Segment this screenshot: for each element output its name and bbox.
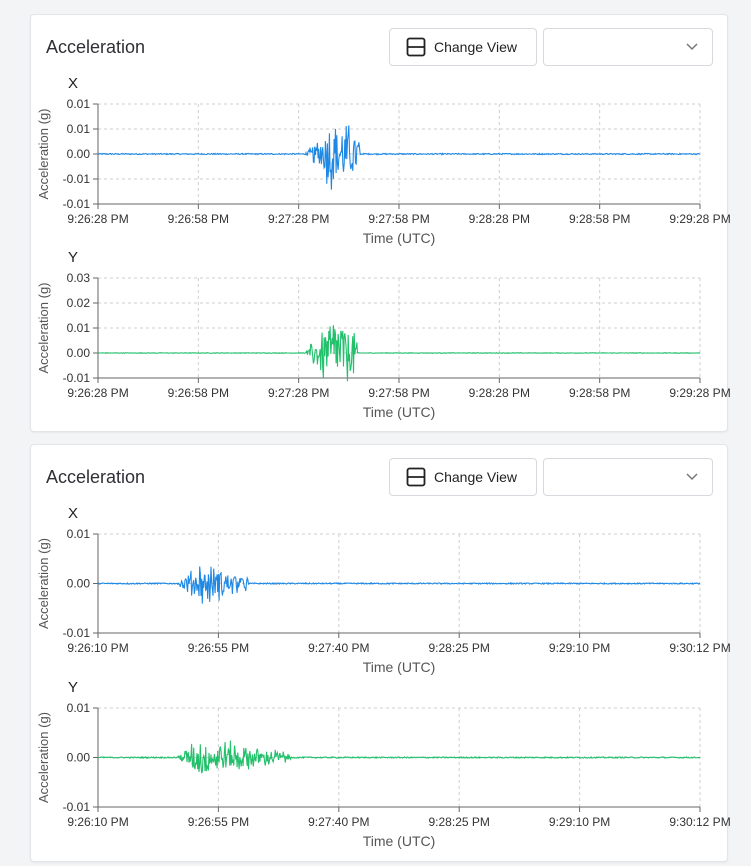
x-tick-label: 9:28:28 PM	[469, 212, 530, 226]
x-tick-label: 9:29:28 PM	[669, 386, 730, 400]
device-select[interactable]	[543, 458, 713, 496]
x-tick-label: 9:28:58 PM	[569, 212, 630, 226]
x-tick-label: 9:26:55 PM	[188, 815, 249, 829]
x-tick-label: 9:27:40 PM	[308, 815, 369, 829]
split-view-icon	[406, 467, 426, 487]
y-tick-label: 0.00	[67, 577, 91, 591]
x-tick-label: 9:26:28 PM	[67, 386, 128, 400]
y-axis-title: Acceleration (g)	[36, 712, 51, 803]
y-tick-label: 0.01	[67, 527, 91, 541]
y-tick-label: -0.01	[63, 800, 91, 814]
change-view-label: Change View	[434, 39, 518, 55]
split-view-icon	[406, 37, 426, 57]
x-tick-label: 9:27:28 PM	[268, 386, 329, 400]
x-tick-label: 9:26:28 PM	[67, 212, 128, 226]
x-tick-label: 9:26:10 PM	[67, 641, 128, 655]
acceleration-card-1: Acceleration Change View	[30, 14, 728, 432]
y-tick-label: -0.01	[63, 197, 91, 211]
x-tick-label: 9:28:28 PM	[469, 386, 530, 400]
y-tick-label: 0.01	[67, 122, 91, 136]
card-title: Acceleration	[46, 37, 146, 57]
change-view-label: Change View	[434, 469, 518, 485]
panel-label-y: Y	[68, 249, 78, 266]
card-title: Acceleration	[46, 467, 146, 487]
y-tick-label: 0.01	[67, 97, 91, 111]
x-tick-label: 9:27:58 PM	[368, 212, 429, 226]
change-view-button[interactable]: Change View	[389, 458, 537, 496]
device-select[interactable]	[543, 28, 713, 66]
x-axis-title: Time (UTC)	[363, 833, 436, 849]
x-tick-label: 9:28:25 PM	[429, 815, 490, 829]
y-tick-label: 0.01	[67, 701, 91, 715]
series-line-x	[97, 566, 701, 604]
chevron-down-icon	[686, 43, 698, 51]
y-tick-label: 0.00	[67, 751, 91, 765]
panel-label-y: Y	[68, 679, 78, 696]
x-tick-label: 9:29:10 PM	[549, 641, 610, 655]
acceleration-card-2: Acceleration Change View	[30, 444, 728, 862]
y-tick-label: 0.01	[67, 321, 91, 335]
panel-label-x: X	[68, 505, 78, 522]
series-line-x	[97, 125, 701, 190]
y-tick-label: -0.01	[63, 172, 91, 186]
x-axis-title: Time (UTC)	[363, 404, 436, 420]
chevron-down-icon	[686, 473, 698, 481]
x-tick-label: 9:29:28 PM	[669, 212, 730, 226]
x-tick-label: 9:28:58 PM	[569, 386, 630, 400]
x-axis-title: Time (UTC)	[363, 659, 436, 675]
x-tick-label: 9:26:58 PM	[168, 212, 229, 226]
x-tick-label: 9:27:28 PM	[268, 212, 329, 226]
x-tick-label: 9:28:25 PM	[429, 641, 490, 655]
x-tick-label: 9:30:12 PM	[669, 815, 730, 829]
y-tick-label: -0.01	[63, 371, 91, 385]
y-tick-label: 0.00	[67, 346, 91, 360]
x-tick-label: 9:30:12 PM	[669, 641, 730, 655]
y-axis-title: Acceleration (g)	[36, 538, 51, 629]
change-view-button[interactable]: Change View	[389, 28, 537, 66]
y-tick-label: 0.02	[67, 296, 91, 310]
x-tick-label: 9:27:58 PM	[368, 386, 429, 400]
x-tick-label: 9:26:10 PM	[67, 815, 128, 829]
x-tick-label: 9:26:55 PM	[188, 641, 249, 655]
series-line-y	[97, 325, 701, 382]
y-tick-label: 0.03	[67, 271, 91, 285]
series-line-y	[97, 740, 701, 774]
x-tick-label: 9:26:58 PM	[168, 386, 229, 400]
y-axis-title: Acceleration (g)	[36, 282, 51, 373]
y-tick-label: 0.00	[67, 147, 91, 161]
x-tick-label: 9:27:40 PM	[308, 641, 369, 655]
y-tick-label: -0.01	[63, 626, 91, 640]
x-tick-label: 9:29:10 PM	[549, 815, 610, 829]
panel-label-x: X	[68, 75, 78, 92]
y-axis-title: Acceleration (g)	[36, 108, 51, 199]
x-axis-title: Time (UTC)	[363, 230, 436, 246]
